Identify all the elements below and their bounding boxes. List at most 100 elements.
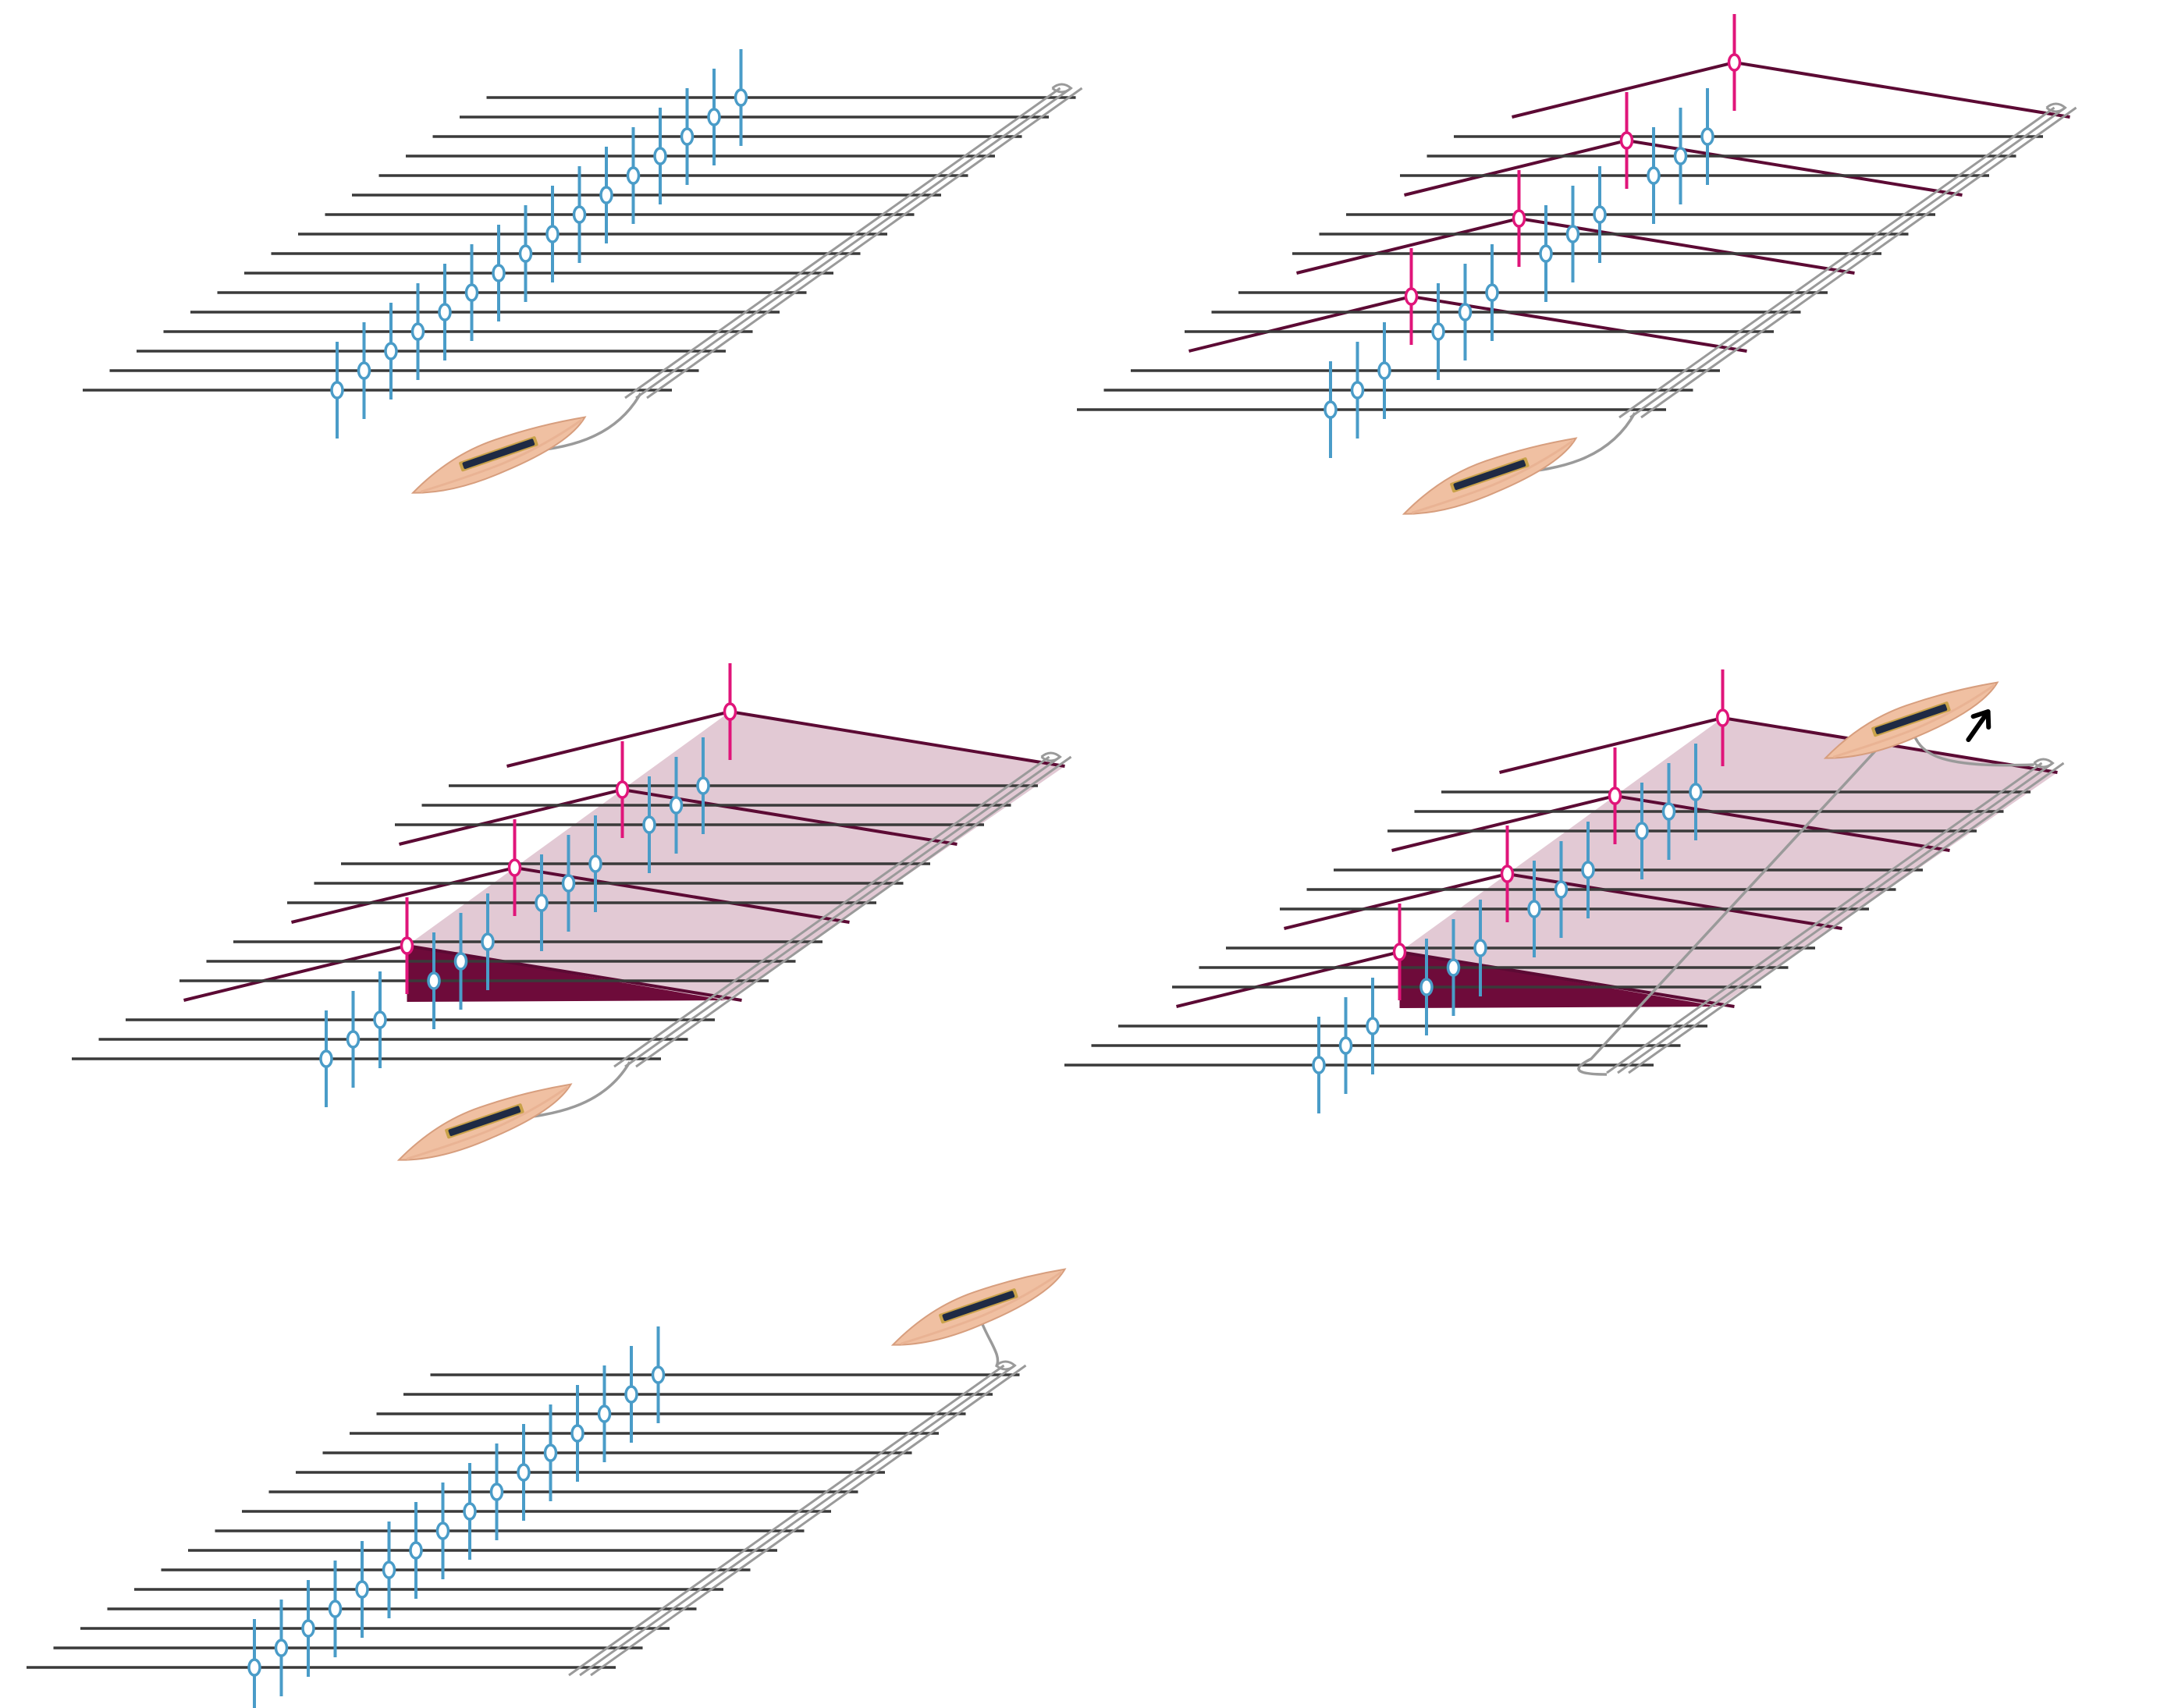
shuttle-icon: [410, 416, 587, 494]
panel-5: [27, 1268, 1067, 1708]
heddle-eye: [1431, 322, 1445, 341]
heddle-eye: [507, 858, 522, 877]
panel-2: [1077, 14, 2077, 515]
heddle-eye: [1312, 1056, 1326, 1074]
shuttle-icon: [890, 1268, 1067, 1346]
heddle-eye: [355, 1580, 369, 1599]
heddle-eye: [492, 264, 506, 282]
heddle-eye: [409, 1541, 423, 1560]
weft-thread: [1577, 744, 1882, 1076]
heddle-eye: [1473, 939, 1487, 957]
heddle-eye: [373, 1010, 387, 1029]
heddle-eye: [518, 244, 533, 263]
heddle-eye: [696, 776, 710, 795]
heddle-eye: [588, 854, 602, 873]
heddle-eye: [1715, 708, 1730, 727]
heddle-eye: [1323, 400, 1338, 419]
heddle-eye: [1647, 166, 1661, 185]
heddle-eye: [382, 1561, 396, 1579]
heddle-eye: [734, 88, 748, 107]
shuttle-icon: [396, 1083, 573, 1161]
weft-selvedge: [613, 751, 1072, 1068]
heddle-eye: [597, 1404, 612, 1423]
heddle-eye: [1661, 802, 1676, 821]
heddle-eye: [653, 147, 667, 165]
shed-opening: [1399, 718, 2058, 1007]
heddle-eye: [1635, 822, 1649, 840]
heddle-eye: [330, 381, 344, 399]
heddle-eye: [481, 932, 495, 951]
heddle-eye: [543, 1443, 558, 1462]
heddle-eye: [570, 1424, 584, 1443]
heddle-eye: [1565, 225, 1580, 243]
heddle-eye: [651, 1365, 666, 1384]
raised-warp-thread: [1512, 60, 2070, 119]
heddle-eye: [384, 342, 398, 360]
heddle-eye: [1404, 287, 1419, 306]
heddle-eye: [1377, 361, 1391, 380]
heddle-eye: [1727, 53, 1742, 72]
heddle-eye: [1581, 861, 1595, 879]
panel-3: [72, 663, 1072, 1161]
heddle-eye: [517, 1463, 531, 1482]
heddle-eye: [615, 780, 630, 799]
heddle-eye: [1554, 880, 1569, 899]
heddle-eye: [438, 303, 452, 321]
shuttle-icon: [1402, 437, 1578, 515]
heddle-eye: [410, 322, 425, 341]
heddle-eye: [642, 815, 656, 834]
heddle-eye: [561, 874, 576, 893]
heddle-eye: [1485, 283, 1499, 302]
heddle-eye: [463, 1502, 477, 1521]
heddle-eye: [707, 108, 721, 126]
heddle-eye: [1446, 958, 1461, 977]
heddle-eye: [1419, 978, 1434, 996]
heddle-eye: [1700, 127, 1714, 146]
heddle-eye: [1512, 209, 1526, 228]
heddle-eye: [535, 893, 549, 912]
heddle-eye: [599, 186, 613, 204]
heddle-eye: [1458, 303, 1473, 321]
heddle-eye: [624, 1385, 638, 1404]
heddle-eye: [1350, 381, 1365, 399]
heddle-eye: [301, 1619, 315, 1638]
heddle-eye: [1673, 147, 1688, 165]
heddle-eye: [1392, 943, 1407, 961]
weft-selvedge: [568, 1360, 1027, 1677]
heddle-eye: [274, 1639, 289, 1657]
heddle-eye: [319, 1049, 333, 1068]
weft-selvedge: [1606, 758, 2065, 1074]
heddle-eye: [346, 1030, 361, 1049]
heddle-eye: [357, 361, 371, 380]
heddle-eye: [247, 1658, 261, 1677]
heddle-eye: [1338, 1036, 1353, 1055]
weft-selvedge: [624, 83, 1083, 399]
heddle-eye: [328, 1600, 343, 1618]
heddle-eye: [669, 796, 684, 815]
heddle-eye: [1500, 865, 1515, 883]
heddle-eye: [1689, 783, 1703, 801]
heddle-eye: [427, 971, 441, 990]
panel-4: [1064, 669, 2065, 1113]
heddle-eye: [464, 283, 479, 302]
panel-1: [83, 49, 1083, 494]
heddle-eye: [435, 1522, 450, 1540]
heddle-eye: [1366, 1017, 1380, 1035]
heddle-eye: [400, 936, 414, 955]
shuttle-icon: [1823, 681, 1999, 759]
heddle-eye: [723, 702, 737, 721]
heddle-eye: [453, 952, 468, 971]
heddle-eye: [626, 166, 641, 185]
heddle-eye: [1608, 787, 1622, 805]
heddle-eye: [1539, 244, 1553, 263]
heddle-eye: [1593, 205, 1607, 224]
heddle-eye: [1619, 131, 1634, 150]
heddle-eye: [545, 225, 560, 243]
heddle-eye: [1527, 900, 1541, 918]
heddle-eye: [680, 127, 695, 146]
heddle-eye: [489, 1483, 504, 1501]
weft-selvedge: [1618, 102, 2077, 419]
shed-opening: [407, 712, 1065, 1000]
heddle-eye: [572, 205, 587, 224]
